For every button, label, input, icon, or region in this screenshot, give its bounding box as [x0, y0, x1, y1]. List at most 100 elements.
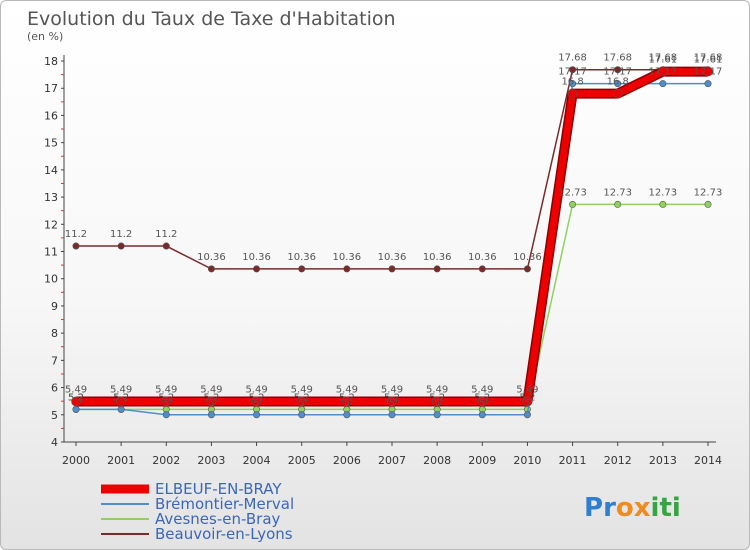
x-tick-label: 2002	[152, 454, 180, 467]
data-point	[567, 88, 578, 99]
legend: ELBEUF-EN-BRAYBrémontier-MervalAvesnes-e…	[101, 480, 294, 543]
data-point	[704, 200, 712, 208]
data-label: 17.68	[649, 53, 678, 64]
data-label: 11.2	[155, 229, 177, 240]
data-point	[659, 200, 667, 208]
data-point	[72, 405, 80, 413]
data-point	[569, 66, 577, 74]
data-point	[116, 396, 126, 407]
data-label: 5	[208, 398, 214, 409]
data-label: 17.68	[694, 53, 723, 64]
legend-label: Avesnes-en-Bray	[155, 510, 281, 528]
x-tick-label: 2004	[243, 454, 271, 467]
data-label: 5.2	[339, 392, 355, 403]
data-point	[253, 265, 261, 273]
data-label: 5	[253, 398, 259, 409]
data-label: 5.2	[384, 392, 400, 403]
x-tick-label: 2007	[378, 454, 406, 467]
logo-letter: t	[659, 493, 671, 523]
y-tick-label: 10	[44, 273, 58, 286]
data-point	[478, 265, 486, 273]
data-label: 10.36	[378, 252, 407, 263]
x-tick-label: 2009	[468, 454, 496, 467]
data-label: 5.2	[113, 392, 129, 403]
logo-letter: i	[672, 493, 681, 523]
data-label: 10.36	[197, 252, 226, 263]
data-point	[569, 80, 577, 88]
data-point	[253, 411, 261, 419]
data-label: 5	[163, 398, 169, 409]
y-tick-label: 16	[44, 109, 58, 122]
data-label: 5	[299, 398, 305, 409]
data-label: 17.68	[558, 53, 587, 64]
data-label: 10.36	[242, 252, 271, 263]
y-tick-label: 7	[51, 354, 58, 367]
data-label: 17.17	[649, 67, 678, 78]
data-point	[477, 396, 488, 407]
y-tick-label: 14	[44, 164, 58, 177]
data-label: 12.73	[694, 187, 723, 198]
data-point	[72, 242, 80, 250]
data-point	[71, 396, 81, 407]
data-label: 5.2	[68, 392, 84, 403]
logo-letter: P	[584, 493, 603, 523]
data-point	[161, 396, 172, 407]
data-label: 5.2	[519, 392, 535, 403]
data-point	[432, 396, 442, 407]
x-tick-label: 2013	[649, 454, 677, 467]
data-label: 5.49	[426, 384, 448, 395]
data-label: 5.49	[291, 384, 313, 395]
legend-item: ELBEUF-EN-BRAY	[101, 480, 282, 498]
data-point	[251, 396, 262, 407]
data-label: 5.2	[68, 392, 84, 403]
data-label: 17.17	[603, 67, 632, 78]
data-label: 17.68	[603, 53, 632, 64]
y-tick-label: 11	[44, 246, 58, 259]
data-label: 10.36	[423, 252, 452, 263]
data-label: 17.61	[694, 55, 723, 66]
data-label: 5.2	[203, 392, 219, 403]
y-tick-label: 4	[51, 436, 58, 449]
series-line	[76, 82, 708, 416]
y-tick-label: 5	[51, 409, 58, 422]
logo-letter: x	[634, 493, 651, 523]
data-point	[478, 411, 486, 419]
data-point	[206, 396, 217, 407]
data-label: 17.61	[649, 55, 678, 66]
data-label: 16.8	[561, 77, 583, 88]
legend-label: Brémontier-Merval	[155, 495, 294, 513]
data-point	[207, 265, 215, 273]
data-point	[612, 88, 623, 99]
data-label: 10.36	[287, 252, 316, 263]
x-tick-label: 2008	[423, 454, 451, 467]
data-label: 5.2	[294, 392, 310, 403]
series-0	[71, 66, 713, 407]
y-tick-label: 17	[44, 82, 58, 95]
data-label: 10.36	[333, 252, 362, 263]
data-point	[658, 66, 668, 77]
axes: 4 5 6 7 8 9 10 11 12 13 14 15 16 17 18 2000 2001 2002 2003…	[44, 55, 722, 467]
data-label: 12.73	[649, 187, 678, 198]
series-layer	[71, 66, 713, 419]
data-label: 5.2	[158, 392, 174, 403]
data-point	[343, 265, 351, 273]
data-point	[433, 411, 441, 419]
data-point	[342, 396, 352, 407]
data-point	[614, 200, 622, 208]
data-point	[569, 200, 577, 208]
data-point	[117, 242, 125, 250]
data-point	[704, 80, 712, 88]
data-label: 5.49	[516, 384, 538, 395]
data-point	[298, 411, 306, 419]
data-label: 12.73	[558, 187, 587, 198]
data-point	[388, 265, 396, 273]
data-label: 5.49	[110, 384, 132, 395]
data-point	[523, 265, 531, 273]
data-label: 5.49	[336, 384, 358, 395]
data-label: 5	[479, 398, 485, 409]
data-label: 5.2	[429, 392, 445, 403]
data-label: 17.17	[694, 67, 723, 78]
x-tick-label: 2006	[333, 454, 361, 467]
y-tick-label: 9	[51, 300, 58, 313]
chart-subtitle: (en %)	[27, 30, 63, 43]
